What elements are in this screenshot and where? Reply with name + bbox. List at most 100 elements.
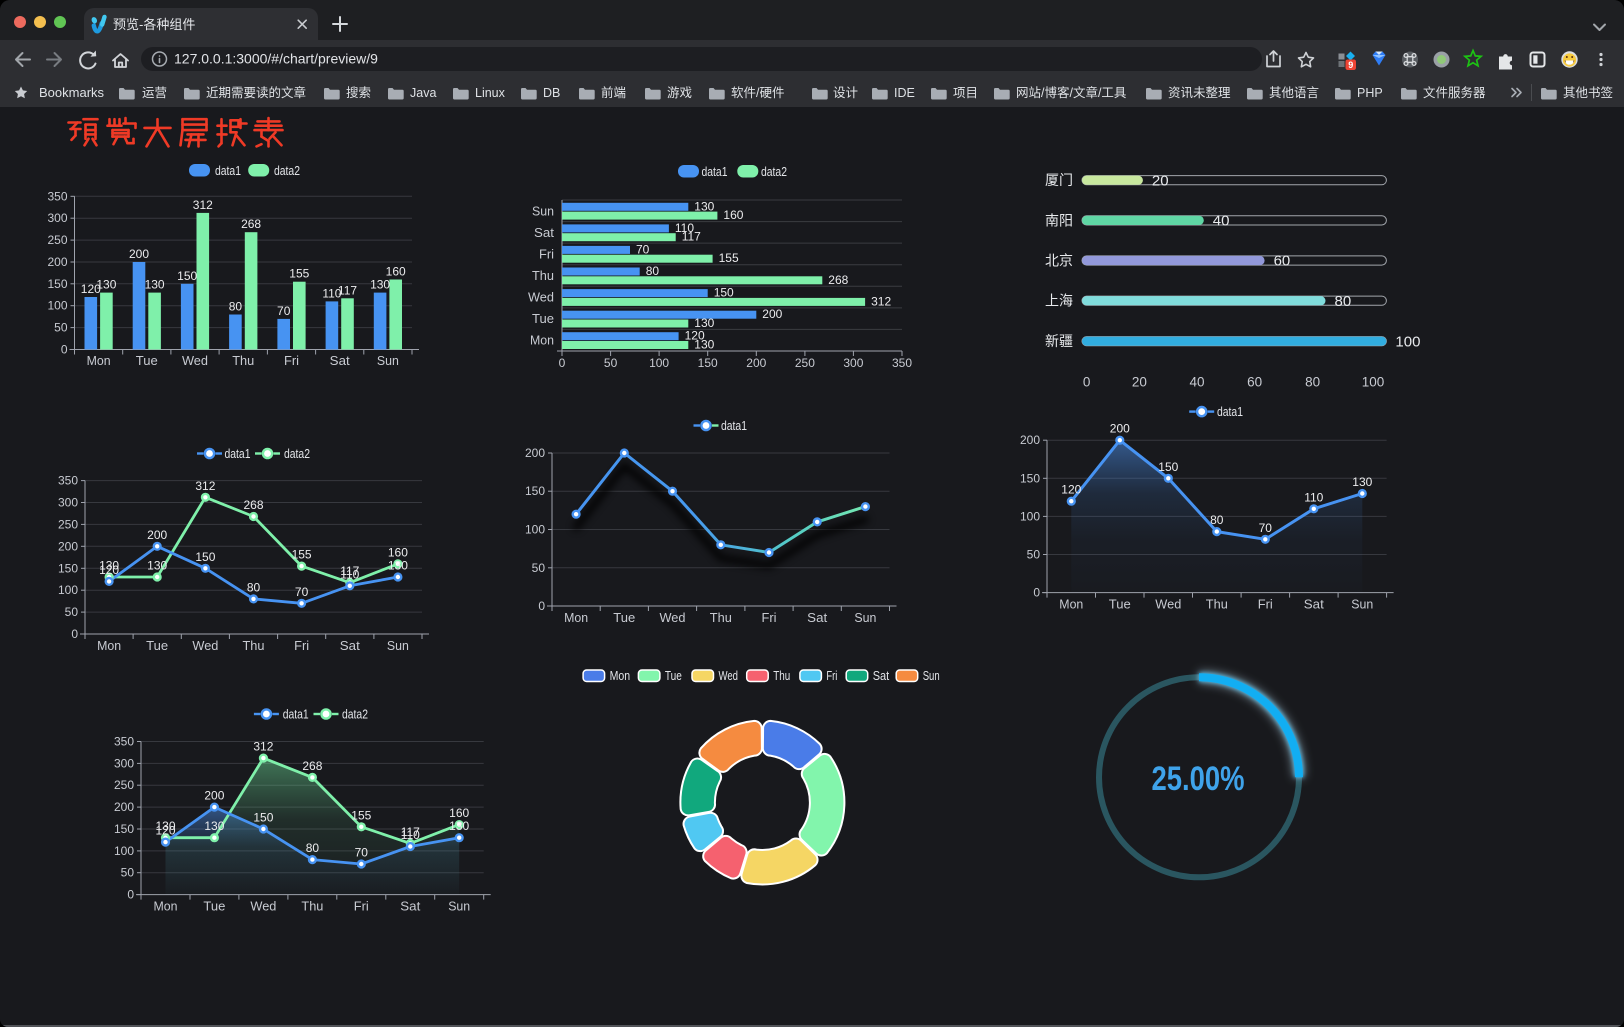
svg-text:110: 110	[322, 286, 341, 300]
svg-text:120: 120	[1061, 483, 1081, 497]
svg-text:0: 0	[61, 343, 68, 357]
svg-text:data2: data2	[342, 707, 368, 722]
svg-text:60: 60	[1274, 253, 1291, 270]
svg-text:268: 268	[302, 759, 322, 773]
svg-text:120: 120	[81, 282, 101, 296]
svg-text:Thu: Thu	[532, 268, 554, 283]
svg-text:游戏: 游戏	[667, 86, 692, 100]
svg-text:data1: data1	[283, 707, 309, 722]
svg-text:150: 150	[114, 822, 134, 836]
svg-text:Fri: Fri	[284, 353, 299, 368]
svg-text:200: 200	[47, 255, 67, 269]
svg-text:data1: data1	[721, 418, 747, 433]
svg-text:160: 160	[449, 806, 469, 820]
svg-text:130: 130	[694, 338, 714, 352]
svg-text:Fri: Fri	[762, 610, 777, 625]
svg-text:155: 155	[351, 808, 371, 822]
svg-text:200: 200	[58, 539, 78, 553]
svg-text:130: 130	[204, 819, 224, 833]
svg-text:80: 80	[646, 264, 660, 278]
svg-text:Sat: Sat	[330, 353, 350, 368]
svg-text:Fri: Fri	[354, 899, 369, 914]
svg-text:Sun: Sun	[854, 610, 876, 625]
svg-text:130: 130	[99, 559, 119, 573]
svg-text:50: 50	[604, 356, 618, 370]
svg-text:110: 110	[675, 221, 694, 235]
svg-text:150: 150	[195, 550, 215, 564]
svg-text:200: 200	[746, 356, 766, 370]
svg-text:130: 130	[1352, 475, 1372, 489]
svg-text:资讯未整理: 资讯未整理	[1168, 85, 1231, 100]
svg-text:Thu: Thu	[773, 669, 790, 683]
svg-text:Sun: Sun	[387, 638, 409, 653]
svg-text:250: 250	[47, 233, 67, 247]
svg-text:0: 0	[127, 888, 134, 902]
svg-text:350: 350	[47, 189, 67, 203]
svg-text:50: 50	[65, 605, 79, 619]
svg-text:80: 80	[229, 300, 243, 314]
svg-text:117: 117	[401, 825, 420, 839]
svg-text:100: 100	[1020, 509, 1040, 523]
svg-text:130: 130	[145, 278, 165, 292]
svg-text:150: 150	[253, 811, 273, 825]
svg-text:其他书签: 其他书签	[1563, 85, 1614, 100]
svg-text:150: 150	[1158, 460, 1178, 474]
svg-text:Sun: Sun	[923, 669, 940, 683]
svg-text:155: 155	[289, 267, 309, 281]
svg-text:350: 350	[58, 474, 78, 488]
svg-text:软件/硬件: 软件/硬件	[731, 86, 784, 100]
svg-text:Sun: Sun	[1351, 597, 1373, 612]
svg-text:300: 300	[58, 496, 78, 510]
svg-text:0: 0	[538, 599, 545, 613]
svg-text:厦门: 厦门	[1045, 172, 1073, 188]
svg-text:80: 80	[1305, 375, 1320, 390]
svg-text:40: 40	[1213, 213, 1230, 230]
svg-text:Tue: Tue	[1109, 597, 1131, 612]
svg-text:Sat: Sat	[340, 638, 360, 653]
svg-text:150: 150	[698, 356, 718, 370]
svg-text:Fri: Fri	[539, 246, 554, 261]
svg-text:200: 200	[204, 789, 224, 803]
svg-text:Thu: Thu	[301, 899, 323, 914]
svg-text:250: 250	[58, 517, 78, 531]
svg-text:DB: DB	[543, 86, 560, 100]
svg-text:312: 312	[253, 740, 273, 754]
svg-text:Wed: Wed	[528, 290, 554, 305]
svg-text:250: 250	[114, 778, 134, 792]
svg-text:前端: 前端	[601, 85, 626, 100]
svg-text:Java: Java	[410, 86, 436, 100]
svg-text:130: 130	[694, 316, 714, 330]
svg-text:Tue: Tue	[532, 311, 554, 326]
svg-text:Tue: Tue	[613, 610, 635, 625]
svg-text:Fri: Fri	[826, 669, 837, 683]
svg-text:200: 200	[1110, 422, 1130, 436]
svg-text:268: 268	[241, 217, 261, 231]
svg-text:100: 100	[58, 583, 78, 597]
svg-text:100: 100	[1395, 333, 1420, 350]
svg-text:110: 110	[401, 828, 420, 842]
svg-text:350: 350	[114, 735, 134, 749]
svg-text:Wed: Wed	[250, 899, 276, 914]
svg-text:80: 80	[1335, 293, 1352, 310]
svg-text:300: 300	[114, 756, 134, 770]
svg-text:117: 117	[682, 230, 701, 244]
svg-text:其他语言: 其他语言	[1269, 86, 1319, 100]
svg-text:Mon: Mon	[154, 899, 178, 914]
svg-text:新疆: 新疆	[1045, 333, 1073, 349]
svg-text:300: 300	[843, 356, 863, 370]
svg-text:110: 110	[340, 567, 359, 581]
svg-text:Mon: Mon	[564, 610, 588, 625]
svg-text:150: 150	[525, 484, 545, 498]
svg-text:0: 0	[559, 356, 566, 370]
svg-text:80: 80	[306, 841, 320, 855]
svg-text:南阳: 南阳	[1045, 212, 1073, 228]
svg-text:130: 130	[155, 819, 175, 833]
svg-text:100: 100	[649, 356, 669, 370]
svg-text:100: 100	[47, 299, 67, 313]
svg-text:70: 70	[355, 846, 369, 860]
svg-text:Sat: Sat	[534, 225, 554, 240]
svg-text:Fri: Fri	[1258, 597, 1273, 612]
svg-text:200: 200	[114, 800, 134, 814]
svg-text:Tue: Tue	[203, 899, 225, 914]
svg-text:80: 80	[247, 580, 261, 594]
